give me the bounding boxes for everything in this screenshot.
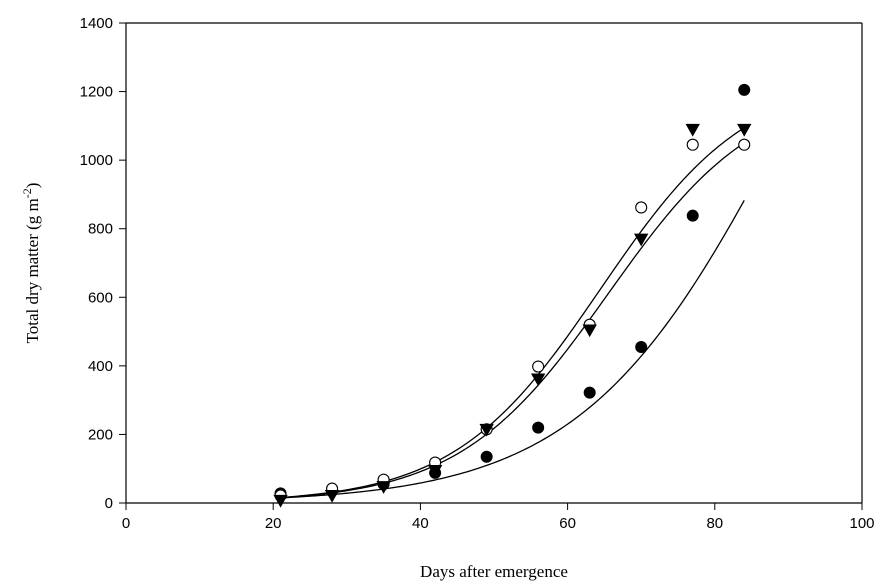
x-tick-label: 80 [706,515,723,532]
y-tick-label: 1000 [80,152,113,169]
x-tick-label: 0 [122,515,130,532]
y-tick-label: 1400 [80,15,113,32]
point-filled-triangle-down [737,123,752,137]
y-axis-title-superscript: -2 [20,188,34,198]
y-tick-label: 600 [88,289,113,306]
point-filled-triangle-down [273,494,288,508]
point-filled-triangle-down [376,481,391,494]
point-open-circle [635,201,648,214]
y-tick-label: 0 [105,495,113,512]
y-tick-label: 200 [88,426,113,443]
point-filled-triangle-down [582,324,597,338]
fit-curve-filled-triangle-down [280,142,745,499]
x-tick-label: 20 [265,515,282,532]
y-tick-label: 1200 [80,84,113,101]
x-tick-label: 60 [559,515,576,532]
point-open-circle [738,138,751,151]
fit-curve-filled-circle [280,200,745,499]
data-points [273,83,752,508]
y-tick-label: 800 [88,221,113,238]
point-open-circle [686,138,699,151]
x-tick-label: 100 [849,515,874,532]
y-axis-title-main: Total dry matter (g m [23,198,42,343]
point-filled-circle [532,421,545,434]
point-filled-circle [635,341,648,353]
point-filled-circle [480,450,493,463]
point-filled-triangle-down [530,373,546,387]
point-filled-circle [583,386,596,399]
y-axis-title-close: ) [23,183,42,189]
point-filled-circle [738,83,751,96]
x-axis-title: Days after emergence [420,562,568,581]
point-filled-circle [686,209,699,222]
fit-curves [280,127,745,499]
fit-curve-open-circle [280,127,745,499]
y-tick-label: 400 [88,358,113,375]
point-filled-triangle-down [634,233,649,247]
x-tick-label: 40 [412,515,429,532]
point-filled-triangle-down [479,423,494,437]
point-filled-triangle-down [324,490,340,503]
point-filled-triangle-down [427,465,443,478]
point-filled-triangle-down [685,123,700,137]
y-axis-title: Total dry matter (g m-2) [20,183,42,344]
axes [125,22,863,504]
point-open-circle [532,360,545,373]
